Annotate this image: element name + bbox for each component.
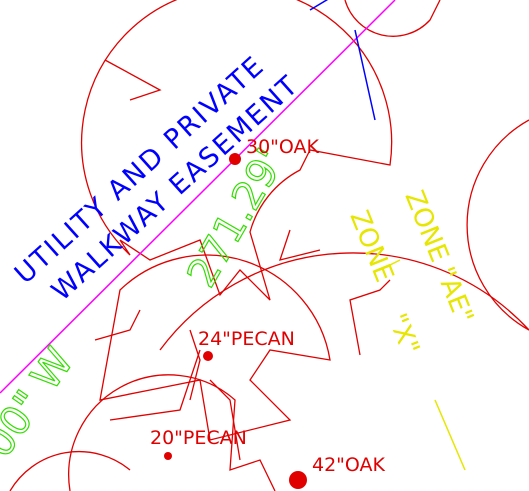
tree-label: 42"OAK	[312, 454, 386, 476]
tree-marker	[289, 471, 307, 489]
tree-label: 20"PECAN	[150, 427, 247, 449]
tree-label: 24"PECAN	[198, 328, 295, 350]
tree-label: 30"OAK	[246, 136, 320, 158]
tree-marker	[203, 351, 213, 361]
tree-marker	[229, 153, 241, 165]
tree-marker	[164, 452, 172, 460]
site-plan: UTILITY AND PRIVATE WALKWAY EASEMENT 271…	[0, 0, 529, 491]
